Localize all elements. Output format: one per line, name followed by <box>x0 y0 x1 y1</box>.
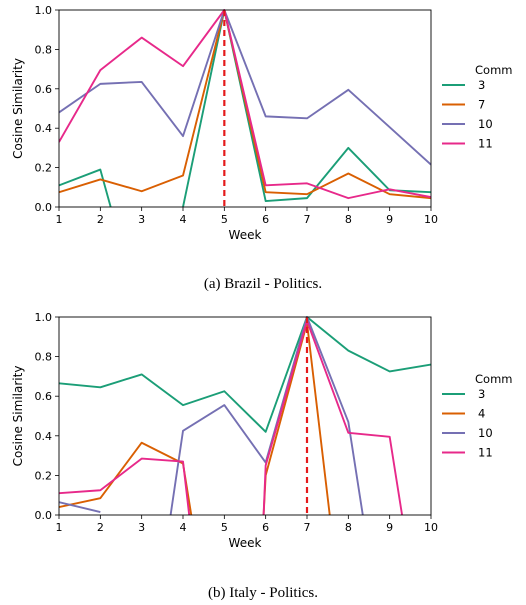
y-tick-label: 1.0 <box>35 4 53 17</box>
legend-label-11: 11 <box>478 137 493 151</box>
x-tick-label: 6 <box>262 213 269 226</box>
plot-area <box>59 316 431 515</box>
y-tick-label: 0.0 <box>35 509 53 522</box>
legend-label-11: 11 <box>478 446 493 460</box>
series-line-11-seg2 <box>262 320 404 515</box>
y-tick-label: 0.2 <box>35 469 53 482</box>
x-tick-label: 10 <box>424 521 438 534</box>
x-tick-label: 3 <box>138 521 145 534</box>
series-line-3-seg2 <box>182 9 431 207</box>
x-tick-label: 7 <box>304 521 311 534</box>
x-tick-label: 9 <box>386 213 393 226</box>
y-tick-label: 1.0 <box>35 311 53 324</box>
y-tick-label: 0.8 <box>35 351 53 364</box>
series-line-11-seg1 <box>59 9 431 200</box>
x-tick-label: 10 <box>424 213 438 226</box>
y-axis-label: Cosine Similarity <box>11 58 25 159</box>
series-line-10-seg1 <box>59 9 431 166</box>
x-axis-label: Week <box>229 228 262 242</box>
y-tick-label: 0.6 <box>35 83 53 96</box>
legend-label-3: 3 <box>478 387 485 401</box>
x-tick-label: 2 <box>97 213 104 226</box>
figure-caption: (a) Brazil - Politics. <box>204 276 322 292</box>
x-tick-label: 4 <box>180 521 187 534</box>
series-line-3-seg1 <box>59 316 431 433</box>
series-line-7-seg1 <box>59 9 431 200</box>
figure-caption: (b) Italy - Politics. <box>208 585 318 601</box>
series-line-10-seg2 <box>169 316 364 515</box>
y-tick-label: 0.2 <box>35 162 53 175</box>
legend-label-10: 10 <box>478 117 493 131</box>
series-line-11-seg1 <box>59 457 191 515</box>
legend-label-7: 7 <box>478 98 485 112</box>
x-tick-label: 1 <box>56 521 63 534</box>
series-line-10-seg1 <box>59 501 101 513</box>
x-tick-label: 1 <box>56 213 63 226</box>
y-tick-label: 0.8 <box>35 43 53 56</box>
axes-frame <box>58 316 432 516</box>
x-tick-label: 2 <box>97 521 104 534</box>
y-tick-label: 0.4 <box>35 122 53 135</box>
plot-area <box>59 9 431 207</box>
y-tick-label: 0.0 <box>35 201 53 214</box>
x-tick-label: 5 <box>221 521 228 534</box>
y-tick-label: 0.4 <box>35 430 53 443</box>
x-axis-label: Week <box>229 536 262 550</box>
x-tick-label: 9 <box>386 521 393 534</box>
x-tick-label: 8 <box>345 213 352 226</box>
legend-label-4: 4 <box>478 407 485 421</box>
y-axis-label: Cosine Similarity <box>11 366 25 467</box>
x-tick-label: 7 <box>304 213 311 226</box>
x-tick-label: 3 <box>138 213 145 226</box>
series-line-3-seg1 <box>59 168 112 207</box>
axes-frame <box>58 9 432 208</box>
legend-title: Comm <box>475 372 512 386</box>
x-tick-label: 6 <box>262 521 269 534</box>
chart-panel-2: 1 2 3 4 5 6 7 8 9 10 0.0 0.2 0.4 0.6 0.8 1.0 Week Cosine … <box>11 311 512 601</box>
x-tick-label: 8 <box>345 521 352 534</box>
chart-panel-1: 1 2 3 4 5 6 7 8 9 10 0.0 0.2 0.4 0.6 0.8 1.0 Week Cosine … <box>11 4 512 292</box>
x-tick-label: 4 <box>180 213 187 226</box>
legend-title: Comm <box>475 63 512 77</box>
x-tick-label: 5 <box>221 213 228 226</box>
y-tick-label: 0.6 <box>35 390 53 403</box>
legend-label-10: 10 <box>478 426 493 440</box>
legend-label-3: 3 <box>478 78 485 92</box>
